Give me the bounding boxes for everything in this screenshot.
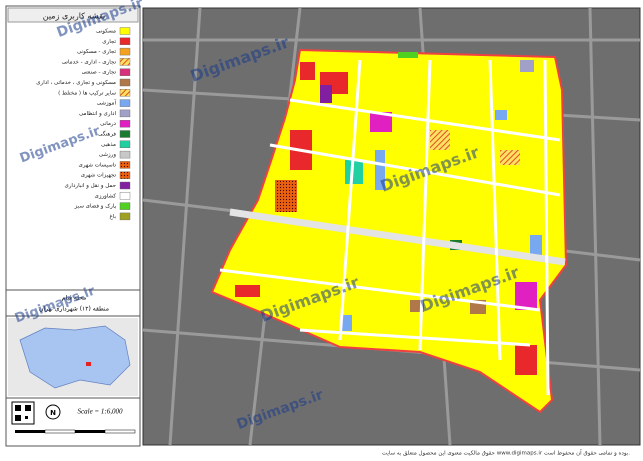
district: منطقه (۱۲) شهرداری تهران [39, 306, 109, 313]
neighborhood: محله قیام [62, 295, 86, 302]
legend-label: تاسیسات شهری [79, 162, 117, 168]
legend-swatch [119, 130, 131, 138]
legend-swatch [119, 78, 131, 87]
legend-swatch [119, 68, 131, 76]
legend-label: مسکونی و تجاری ، خدماتی ، اداری [36, 79, 116, 86]
legend-label: تجاری - اداری - خدماتی [62, 59, 117, 65]
legend-swatch [119, 47, 131, 56]
legend-label: باغ [110, 214, 117, 220]
legend-label: تجاری - مسکونی [77, 48, 117, 55]
legend-items: مسکونی تجاری تجاری - مسکونی تجاری - اداری -… [36, 27, 131, 221]
legend-swatch [119, 89, 131, 97]
legend-swatch [119, 37, 131, 45]
legend-swatch [119, 99, 131, 107]
legend-title: نقشه کاربری زمین [43, 12, 105, 21]
legend-swatch [119, 150, 131, 159]
footer: حقوق مالکیت معنوی این محصول متعلق به سای… [382, 450, 630, 457]
legend-swatch [119, 192, 131, 200]
legend-label: تجاری - صنعتی [82, 70, 117, 76]
legend-label: پارک و فضای سبز [74, 203, 117, 210]
svg-text:N: N [50, 409, 56, 417]
scale: Scale = 1:6,000 [78, 408, 123, 416]
legend-swatch [119, 140, 131, 149]
legend-swatch [119, 212, 131, 221]
legend-swatch [119, 171, 131, 179]
legend-swatch [119, 58, 131, 66]
legend-label: مسکونی [96, 28, 116, 35]
legend-label: فرهنگی [98, 131, 116, 138]
legend-swatch [119, 27, 131, 35]
legend-swatch [119, 181, 131, 190]
legend-label: آموزشی [97, 100, 117, 107]
legend-label: مذهبی [101, 142, 116, 148]
legend-swatch [119, 109, 131, 118]
legend-swatch [119, 161, 131, 169]
legend-label: اداری و انتظامی [79, 111, 117, 117]
legend-label: درمانی [100, 121, 116, 127]
inset-highlight [86, 362, 91, 366]
north-arrow [45, 404, 61, 420]
legend-swatch [119, 119, 131, 128]
legend-label: ورزشی [99, 152, 117, 158]
legend-label: تجاری [102, 39, 116, 45]
legend-label: سایر ترکیب ها ( مختلط ) [58, 89, 116, 96]
legend-label: تجهیزات شهری [81, 173, 117, 179]
legend-swatch [119, 202, 131, 210]
inset-city [19, 325, 131, 389]
legend-title-bar [7, 7, 139, 23]
legend-label: کشاورزی [95, 192, 117, 199]
legend-label: حمل و نقل و انبارداری [64, 183, 116, 189]
study-streets [219, 59, 566, 396]
